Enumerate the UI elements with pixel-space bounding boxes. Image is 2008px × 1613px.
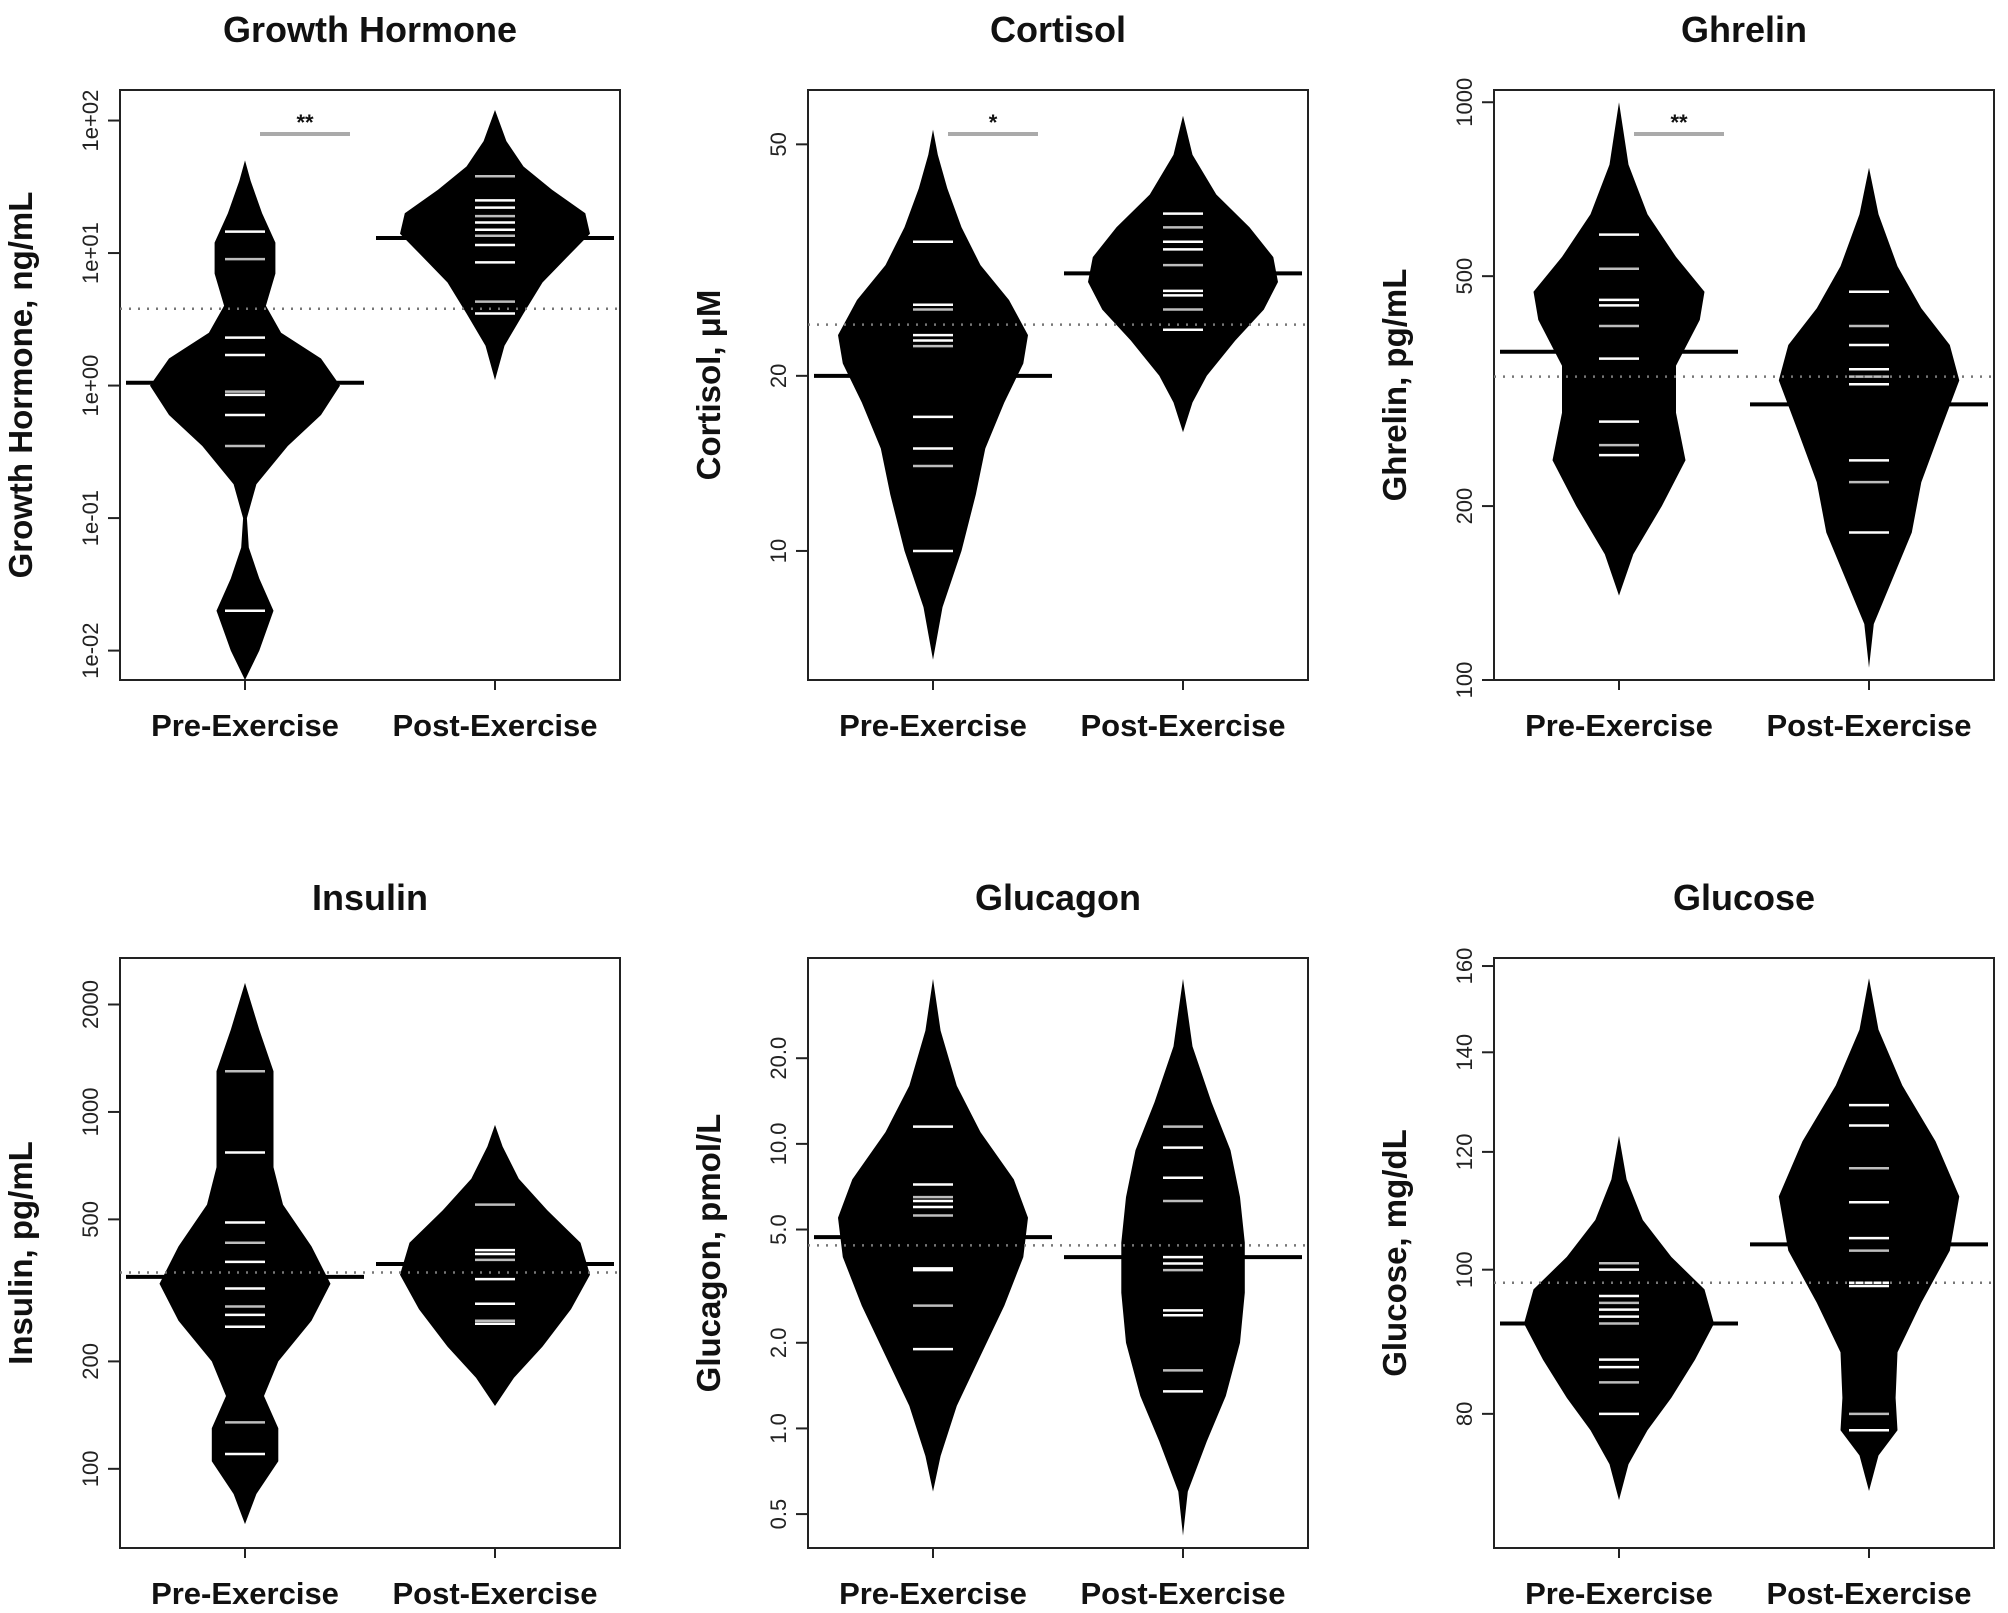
y-tick-label: 200	[78, 1343, 103, 1380]
x-tick-label: Post-Exercise	[1766, 1576, 1971, 1611]
y-tick-label: 50	[766, 132, 791, 156]
significance-label: **	[1670, 110, 1688, 135]
bean-pre-exercise	[159, 982, 331, 1525]
panel-insulin: Insulin Insulin, pg/mL 100 200 500 1000 2000 Pr…	[2, 877, 621, 1611]
y-tick-label: 5.0	[766, 1214, 791, 1245]
panel-title: Cortisol	[990, 9, 1126, 50]
panel-ghrelin: Ghrelin Ghrelin, pg/mL 100 200 500 1000 Pre-Ex…	[1376, 9, 1995, 743]
y-tick-label: 2000	[78, 980, 103, 1029]
y-tick-label: 100	[1452, 662, 1477, 699]
y-axis-label: Ghrelin, pg/mL	[1376, 269, 1413, 502]
significance-label: **	[296, 110, 314, 135]
y-tick-label: 2.0	[766, 1327, 791, 1358]
x-tick-label: Pre-Exercise	[1525, 708, 1713, 743]
panel-title: Glucagon	[975, 877, 1141, 918]
x-tick-label: Post-Exercise	[392, 1576, 597, 1611]
y-tick-label: 1e-01	[78, 490, 103, 546]
y-tick-label: 100	[1452, 1251, 1477, 1288]
x-tick-label: Post-Exercise	[1080, 1576, 1285, 1611]
bean-pre-exercise	[838, 129, 1028, 660]
panel-title: Growth Hormone	[223, 9, 517, 50]
y-axis-label: Insulin, pg/mL	[2, 1141, 39, 1365]
bean-post-exercise	[1778, 978, 1960, 1491]
y-tick-label: 0.5	[766, 1499, 791, 1530]
y-tick-label: 500	[78, 1201, 103, 1238]
y-tick-label: 80	[1452, 1402, 1477, 1426]
y-tick-label: 120	[1452, 1134, 1477, 1171]
y-axis-label: Glucose, mg/dL	[1376, 1129, 1413, 1377]
x-tick-label: Pre-Exercise	[839, 1576, 1027, 1611]
y-tick-label: 1e+02	[78, 90, 103, 152]
plot-frame	[1493, 957, 1995, 1549]
y-tick-label: 100	[78, 1450, 103, 1487]
y-tick-label: 200	[1452, 488, 1477, 525]
x-tick-label: Pre-Exercise	[151, 1576, 339, 1611]
x-tick-label: Pre-Exercise	[1525, 1576, 1713, 1611]
y-axis-label: Glucagon, pmol/L	[690, 1114, 727, 1393]
bean-pre-exercise	[1524, 1135, 1714, 1501]
panel-glucose: Glucose Glucose, mg/dL 80 100 120 140 160 Pre-E…	[1376, 877, 1995, 1611]
x-tick-label: Post-Exercise	[392, 708, 597, 743]
panel-title: Glucose	[1673, 877, 1815, 918]
bean-pre-exercise	[1533, 102, 1705, 596]
x-tick-label: Post-Exercise	[1766, 708, 1971, 743]
y-tick-label: 20	[766, 364, 791, 388]
y-tick-label: 1e+00	[78, 355, 103, 417]
y-tick-label: 140	[1452, 1034, 1477, 1071]
y-tick-label: 1000	[78, 1087, 103, 1136]
y-axis-label: Cortisol, μM	[690, 290, 727, 481]
x-tick-label: Pre-Exercise	[839, 708, 1027, 743]
x-tick-label: Post-Exercise	[1080, 708, 1285, 743]
y-tick-label: 500	[1452, 258, 1477, 295]
plot-frame	[1493, 89, 1995, 681]
panel-title: Insulin	[312, 877, 428, 918]
y-tick-label: 20.0	[766, 1037, 791, 1080]
y-tick-label: 160	[1452, 948, 1477, 985]
bean-pre-exercise	[150, 160, 340, 680]
y-tick-label: 1e+01	[78, 222, 103, 284]
panel-growth-hormone: Growth Hormone Growth Hormone, ng/mL 1e-02…	[2, 9, 621, 743]
plot-frame	[807, 957, 1309, 1549]
y-tick-label: 1e-02	[78, 622, 103, 678]
panel-glucagon: Glucagon Glucagon, pmol/L 0.5 1.0 2.0 5.0 10.0…	[690, 877, 1309, 1611]
plot-frame	[119, 957, 621, 1549]
y-tick-label: 10	[766, 539, 791, 563]
plot-frame	[807, 89, 1309, 681]
panel-cortisol: Cortisol Cortisol, μM 10 20 50 Pre-Exercise Po…	[690, 9, 1309, 743]
significance-label: *	[989, 110, 998, 135]
y-tick-label: 1000	[1452, 78, 1477, 127]
bean-post-exercise	[1778, 167, 1960, 668]
y-tick-label: 10.0	[766, 1122, 791, 1165]
y-axis-label: Growth Hormone, ng/mL	[2, 192, 39, 579]
y-tick-label: 1.0	[766, 1413, 791, 1444]
x-tick-label: Pre-Exercise	[151, 708, 339, 743]
panel-title: Ghrelin	[1681, 9, 1807, 50]
